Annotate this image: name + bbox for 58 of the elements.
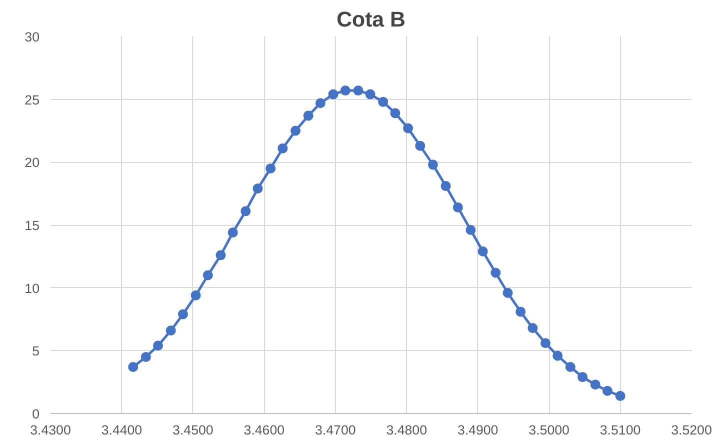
x-tick-label: 3.4500 bbox=[172, 422, 214, 438]
point bbox=[252, 184, 263, 194]
point bbox=[140, 352, 151, 362]
point bbox=[190, 290, 201, 300]
point bbox=[452, 202, 463, 212]
point bbox=[240, 206, 251, 216]
point bbox=[565, 362, 576, 372]
point bbox=[466, 225, 476, 236]
x-tick-label: 3.4400 bbox=[101, 422, 142, 438]
x-tick-label: 3.5100 bbox=[600, 422, 641, 438]
point bbox=[315, 98, 326, 108]
point bbox=[502, 288, 513, 298]
point bbox=[602, 386, 612, 396]
x-tick-label: 3.4700 bbox=[315, 422, 356, 438]
x-tick-label: 3.5000 bbox=[528, 422, 570, 438]
x-tick-label: 3.5200 bbox=[671, 422, 712, 438]
point bbox=[540, 338, 550, 348]
point bbox=[153, 340, 164, 351]
point bbox=[166, 326, 176, 336]
point bbox=[365, 89, 376, 100]
point bbox=[290, 126, 301, 136]
y-tick-label: 15 bbox=[24, 218, 40, 233]
point bbox=[490, 268, 501, 278]
point bbox=[390, 108, 400, 118]
x-tick-label: 3.4300 bbox=[30, 422, 71, 438]
point bbox=[403, 123, 414, 134]
x-tick-label: 3.4600 bbox=[244, 422, 285, 438]
point bbox=[353, 86, 364, 96]
y-tick-label: 5 bbox=[32, 344, 40, 359]
point bbox=[615, 390, 626, 401]
y-tick-label: 25 bbox=[24, 92, 40, 108]
point bbox=[178, 309, 188, 320]
point bbox=[552, 350, 563, 361]
point bbox=[328, 89, 338, 100]
point bbox=[478, 246, 488, 256]
y-tick-label: 10 bbox=[24, 280, 40, 296]
point bbox=[415, 140, 426, 151]
point bbox=[228, 228, 238, 238]
y-tick-label: 30 bbox=[24, 30, 40, 44]
point bbox=[578, 372, 588, 382]
point bbox=[590, 380, 600, 390]
chart-title: Cota B bbox=[336, 8, 406, 32]
point bbox=[428, 160, 438, 170]
point bbox=[202, 270, 213, 280]
point bbox=[303, 110, 314, 121]
point bbox=[216, 250, 226, 260]
y-tick-label: 0 bbox=[32, 406, 40, 422]
point bbox=[528, 323, 538, 334]
x-tick-label: 3.4900 bbox=[457, 422, 498, 438]
x-tick-label: 3.4800 bbox=[386, 422, 427, 438]
point bbox=[266, 163, 276, 174]
y-tick-label: 20 bbox=[24, 155, 40, 170]
point bbox=[340, 86, 350, 96]
point bbox=[516, 306, 526, 317]
point bbox=[128, 362, 138, 372]
point bbox=[278, 143, 288, 154]
point bbox=[440, 181, 451, 192]
point bbox=[378, 96, 388, 107]
